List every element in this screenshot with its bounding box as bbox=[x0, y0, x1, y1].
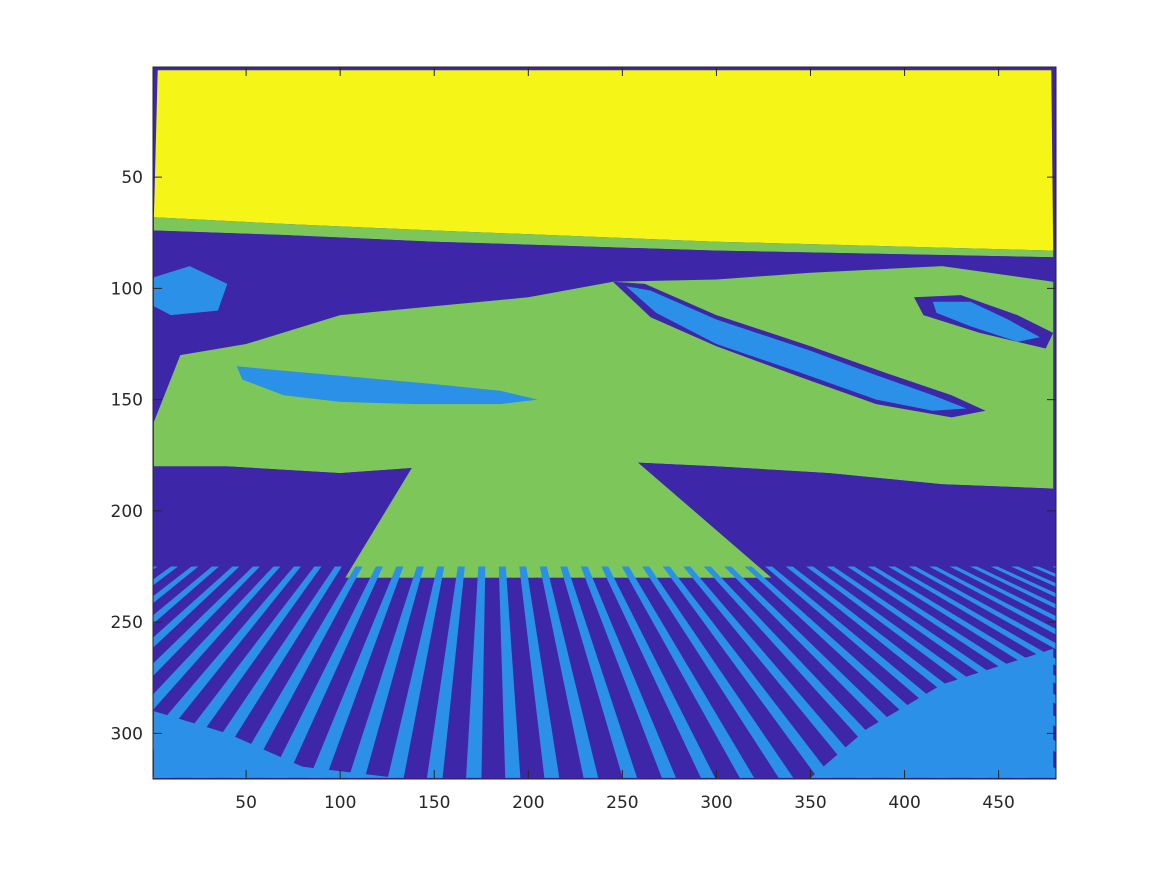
region-left-lagoon bbox=[236, 366, 538, 405]
blue-stripe bbox=[785, 566, 1056, 778]
green-stripe bbox=[389, 455, 449, 578]
blue-stripe bbox=[426, 566, 465, 778]
blue-stripe bbox=[744, 566, 990, 778]
x-tick-label: 350 bbox=[794, 793, 826, 813]
blue-stripe bbox=[231, 566, 363, 778]
green-stripe bbox=[406, 455, 457, 578]
blue-stripe bbox=[949, 566, 1056, 622]
blue-stripe bbox=[888, 566, 1056, 666]
blue-stripe bbox=[153, 566, 240, 648]
blue-stripe bbox=[309, 566, 404, 778]
blue-stripe bbox=[153, 566, 178, 586]
blue-stripe bbox=[703, 566, 911, 778]
blue-stripe bbox=[153, 566, 260, 677]
blue-stripe bbox=[621, 566, 755, 778]
blue-stripe bbox=[498, 566, 521, 778]
green-stripe bbox=[362, 455, 436, 578]
region-sky bbox=[153, 70, 1054, 251]
green-stripe bbox=[622, 455, 772, 578]
blue-stripe bbox=[191, 566, 342, 778]
blue-stripe bbox=[539, 566, 599, 778]
blue-stripe bbox=[908, 566, 1056, 650]
blue-stripe bbox=[1052, 566, 1056, 569]
heatmap-image bbox=[153, 67, 1056, 779]
region-horizon-band bbox=[153, 217, 1054, 258]
green-stripe bbox=[424, 455, 466, 578]
blue-stripe bbox=[153, 566, 322, 778]
blue-stripe bbox=[826, 566, 1056, 727]
blue-stripe bbox=[270, 566, 383, 778]
x-tick-label: 450 bbox=[982, 793, 1014, 813]
green-stripe bbox=[345, 455, 427, 578]
blue-stripe bbox=[519, 566, 560, 778]
blue-stripe bbox=[560, 566, 638, 778]
blue-stripe bbox=[153, 566, 281, 710]
green-stripe bbox=[397, 455, 453, 578]
blue-stripe bbox=[466, 566, 486, 778]
x-tick-label: 50 bbox=[235, 793, 257, 813]
blue-stripe bbox=[153, 566, 219, 624]
green-stripe bbox=[371, 455, 440, 578]
blue-stripe bbox=[387, 566, 445, 778]
region-right-channel bbox=[626, 286, 967, 411]
blue-stripe bbox=[662, 566, 833, 778]
blue-stripe bbox=[765, 566, 1029, 778]
y-tick-label: 250 bbox=[111, 613, 143, 633]
blue-stripe bbox=[970, 566, 1056, 609]
blue-stripe bbox=[348, 566, 424, 778]
blue-stripe bbox=[580, 566, 676, 778]
blue-stripe bbox=[867, 566, 1056, 684]
x-tick-label: 250 bbox=[606, 793, 638, 813]
green-stripe bbox=[441, 455, 475, 578]
y-tick-label: 100 bbox=[111, 279, 143, 299]
green-stripe bbox=[450, 455, 479, 578]
blue-stripe bbox=[806, 566, 1056, 753]
blue-stripe bbox=[847, 566, 1056, 705]
green-stripe bbox=[380, 455, 444, 578]
y-tick-label: 200 bbox=[111, 502, 143, 522]
blue-stripe bbox=[929, 566, 1056, 635]
blue-stripe bbox=[642, 566, 794, 778]
x-tick-label: 300 bbox=[700, 793, 732, 813]
region-green-ground bbox=[153, 266, 1054, 489]
blue-stripe bbox=[153, 566, 301, 751]
x-tick-label: 100 bbox=[324, 793, 356, 813]
green-stripe bbox=[354, 455, 431, 578]
region-left-inlet bbox=[153, 266, 228, 316]
green-stripe bbox=[432, 455, 470, 578]
y-tick-label: 150 bbox=[111, 391, 143, 411]
x-tick-label: 150 bbox=[418, 793, 450, 813]
green-stripe bbox=[415, 455, 462, 578]
blue-stripe bbox=[990, 566, 1056, 598]
axes-box bbox=[152, 66, 1057, 780]
region-right-pond bbox=[932, 301, 1040, 342]
blue-stripe bbox=[601, 566, 716, 778]
blue-stripe bbox=[1031, 566, 1056, 578]
blue-stripe bbox=[683, 566, 872, 778]
blue-stripe bbox=[1011, 566, 1056, 587]
y-tick-label: 50 bbox=[121, 168, 143, 188]
x-tick-label: 400 bbox=[888, 793, 920, 813]
blue-stripe bbox=[153, 566, 158, 570]
axis-ticks: 50 100 150 200 250 300 350 400 450 50 100 150 200 250… bbox=[111, 67, 1056, 813]
x-tick-label: 200 bbox=[512, 793, 544, 813]
y-tick-label: 300 bbox=[111, 724, 143, 744]
blue-stripe bbox=[724, 566, 950, 778]
